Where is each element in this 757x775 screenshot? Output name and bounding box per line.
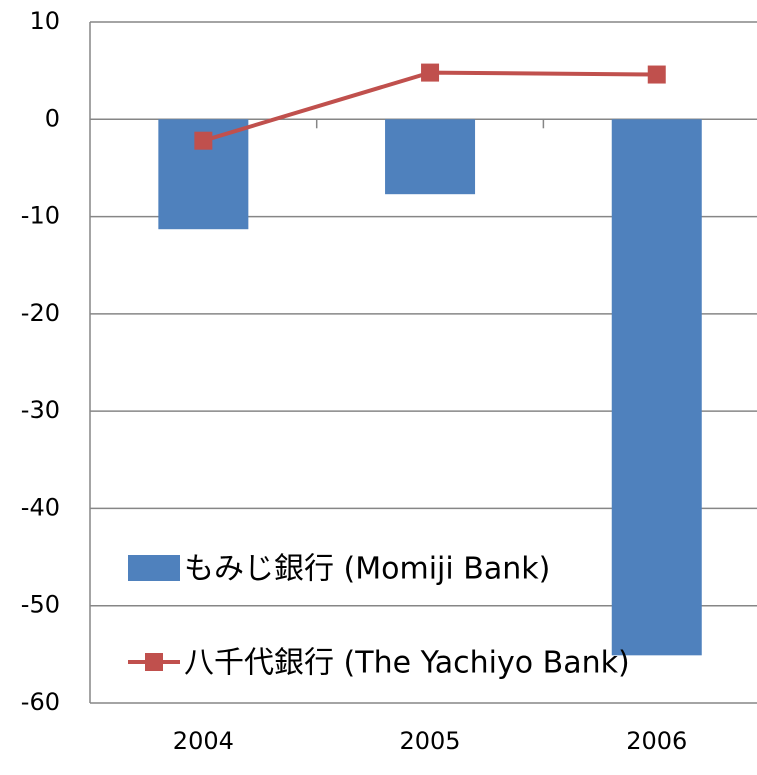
y-tick-label: 10: [29, 7, 60, 35]
line-marker: [421, 63, 440, 82]
bar: [385, 119, 476, 195]
y-tick-label: 0: [45, 104, 60, 132]
y-tick-label: -10: [21, 202, 60, 230]
x-tick-label: 2004: [173, 727, 234, 755]
legend-label: 八千代銀行 (The Yachiyo Bank): [184, 646, 630, 681]
line-marker: [647, 65, 666, 84]
legend-swatch: [128, 555, 180, 581]
legend-swatch-marker: [145, 653, 163, 671]
x-tick-label: 2005: [400, 727, 461, 755]
bar: [611, 119, 702, 656]
y-tick-label: -40: [21, 493, 60, 521]
y-tick-label: -50: [21, 591, 60, 619]
y-tick-label: -30: [21, 396, 60, 424]
y-tick-label: -20: [21, 299, 60, 327]
y-tick-label: -60: [21, 688, 60, 716]
x-tick-label: 2006: [626, 727, 687, 755]
legend-label: もみじ銀行 (Momiji Bank): [184, 552, 550, 587]
line-marker: [194, 131, 213, 150]
